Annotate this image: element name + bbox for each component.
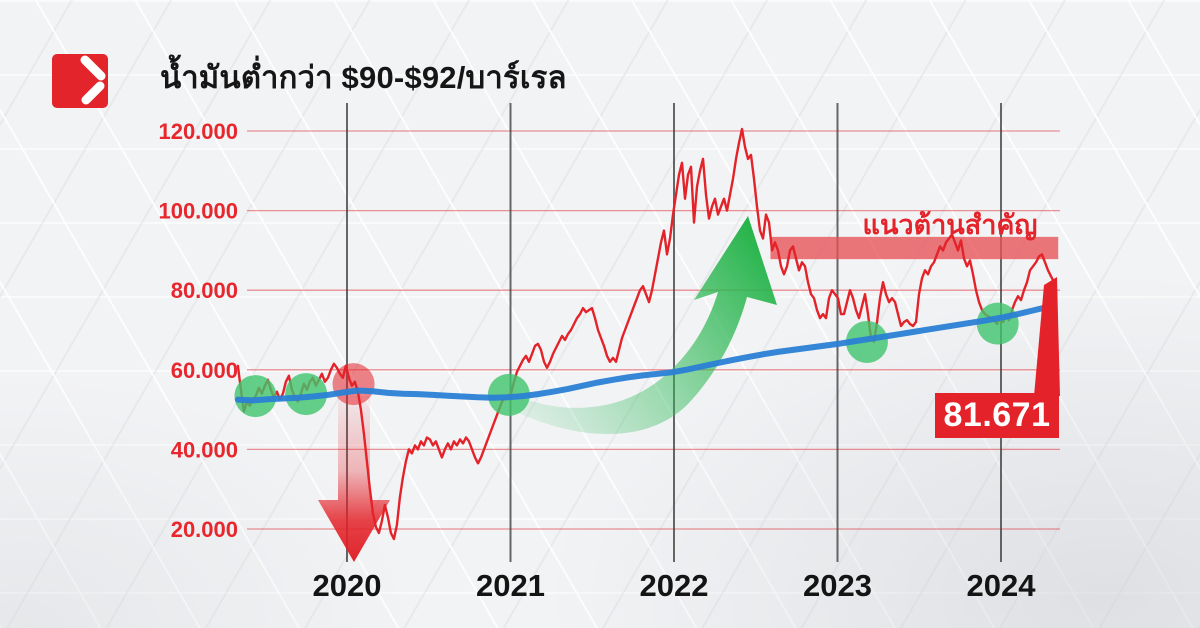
logo-chevron-icon	[80, 55, 106, 105]
y-axis-tick-label: 80.000	[171, 278, 238, 303]
highlight-circles	[234, 302, 1019, 418]
y-axis-tick-label: 100.000	[158, 199, 238, 224]
y-axis-tick-label: 20.000	[171, 517, 238, 542]
y-axis-tick-label: 120.000	[158, 119, 238, 144]
y-axis-tick-label: 40.000	[171, 437, 238, 462]
x-axis-tick-label: 2024	[967, 568, 1037, 603]
breakdown-circle	[332, 363, 375, 406]
page-title: น้ำมันต่ำกว่า $90-$92/บาร์เรล	[160, 60, 567, 95]
resistance-zone	[770, 236, 1059, 260]
price-series	[236, 127, 1056, 541]
y-axis-tick-label: 60.000	[171, 358, 238, 383]
resistance-annotation: แนวต้านสำคัญ	[862, 210, 1038, 240]
down-trend-arrow-icon	[318, 396, 390, 562]
x-axis-tick-label: 2022	[640, 568, 709, 603]
x-axis-tick-label: 2021	[476, 568, 545, 603]
trend-series	[234, 303, 1051, 404]
x-axis-tick-label: 2023	[803, 568, 872, 603]
price-pointer-wedge	[1034, 277, 1060, 396]
axis-labels: 120.000 100.000 80.000 60.000 40.000 20.000 20…	[158, 119, 1036, 603]
ma-trend-line	[234, 303, 1051, 404]
x-axis-tick-label: 2020	[313, 568, 382, 603]
oil-price-daily-line	[236, 127, 1056, 541]
resistance-band	[770, 236, 1059, 260]
brand-logo	[52, 54, 108, 108]
current-price-badge: 81.671	[935, 393, 1059, 438]
support-zone-circle	[234, 375, 277, 418]
up-trend-arrow-icon	[507, 216, 777, 434]
